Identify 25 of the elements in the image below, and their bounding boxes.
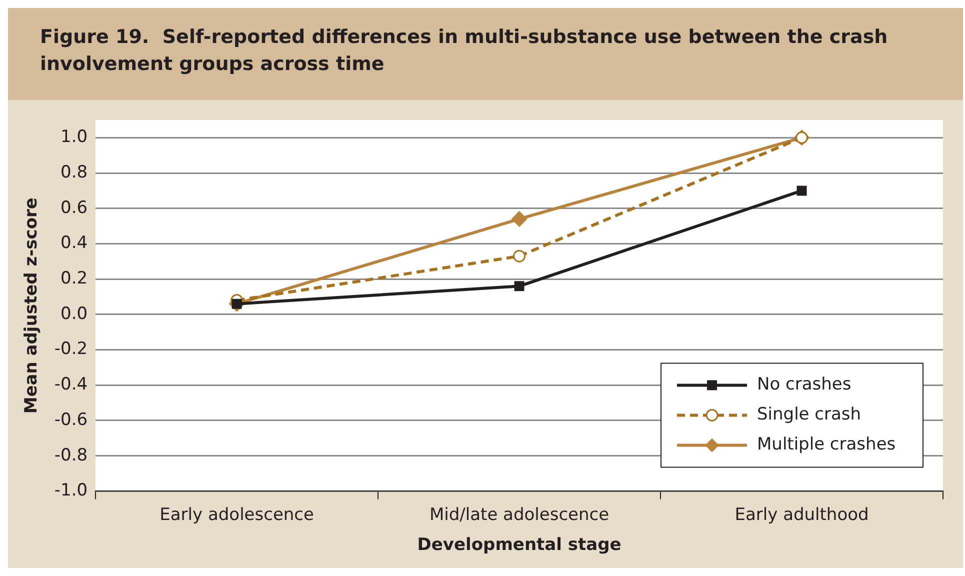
- legend-label: Single crash: [757, 404, 862, 425]
- point: [514, 281, 524, 292]
- chart-title: Figure 19. Self-reported differences in multi-substance use between the crash involvement groups across time: [8, 8, 963, 100]
- y-tick-label: -1.0: [54, 480, 88, 501]
- y-tick-label: -0.6: [54, 410, 88, 430]
- legend-label: Multiple crashes: [757, 434, 896, 455]
- y-axis-title: Mean adjusted z-score: [22, 198, 42, 414]
- x-tick-label: Mid/late adolescence: [429, 504, 610, 525]
- y-tick-label: 0.4: [60, 233, 88, 254]
- point: [232, 298, 242, 309]
- y-tick-label: -0.4: [54, 374, 88, 395]
- x-tick-label: Early adolescence: [160, 504, 314, 525]
- point: [796, 186, 807, 196]
- x-tick-label: Early adulthood: [734, 504, 869, 525]
- legend-label: No crashes: [757, 374, 852, 395]
- y-tick-label: 0.2: [60, 268, 88, 289]
- point: [512, 211, 528, 227]
- y-tick-label: 1.0: [60, 127, 88, 148]
- y-tick-label: -0.2: [54, 339, 88, 360]
- y-tick-label: -0.8: [54, 445, 88, 466]
- y-tick-label: 0.0: [60, 304, 88, 324]
- y-tick-label: 0.6: [60, 198, 88, 218]
- y-tick-label: 0.8: [60, 162, 88, 182]
- point: [513, 250, 526, 262]
- x-axis-title: Developmental stage: [417, 535, 622, 556]
